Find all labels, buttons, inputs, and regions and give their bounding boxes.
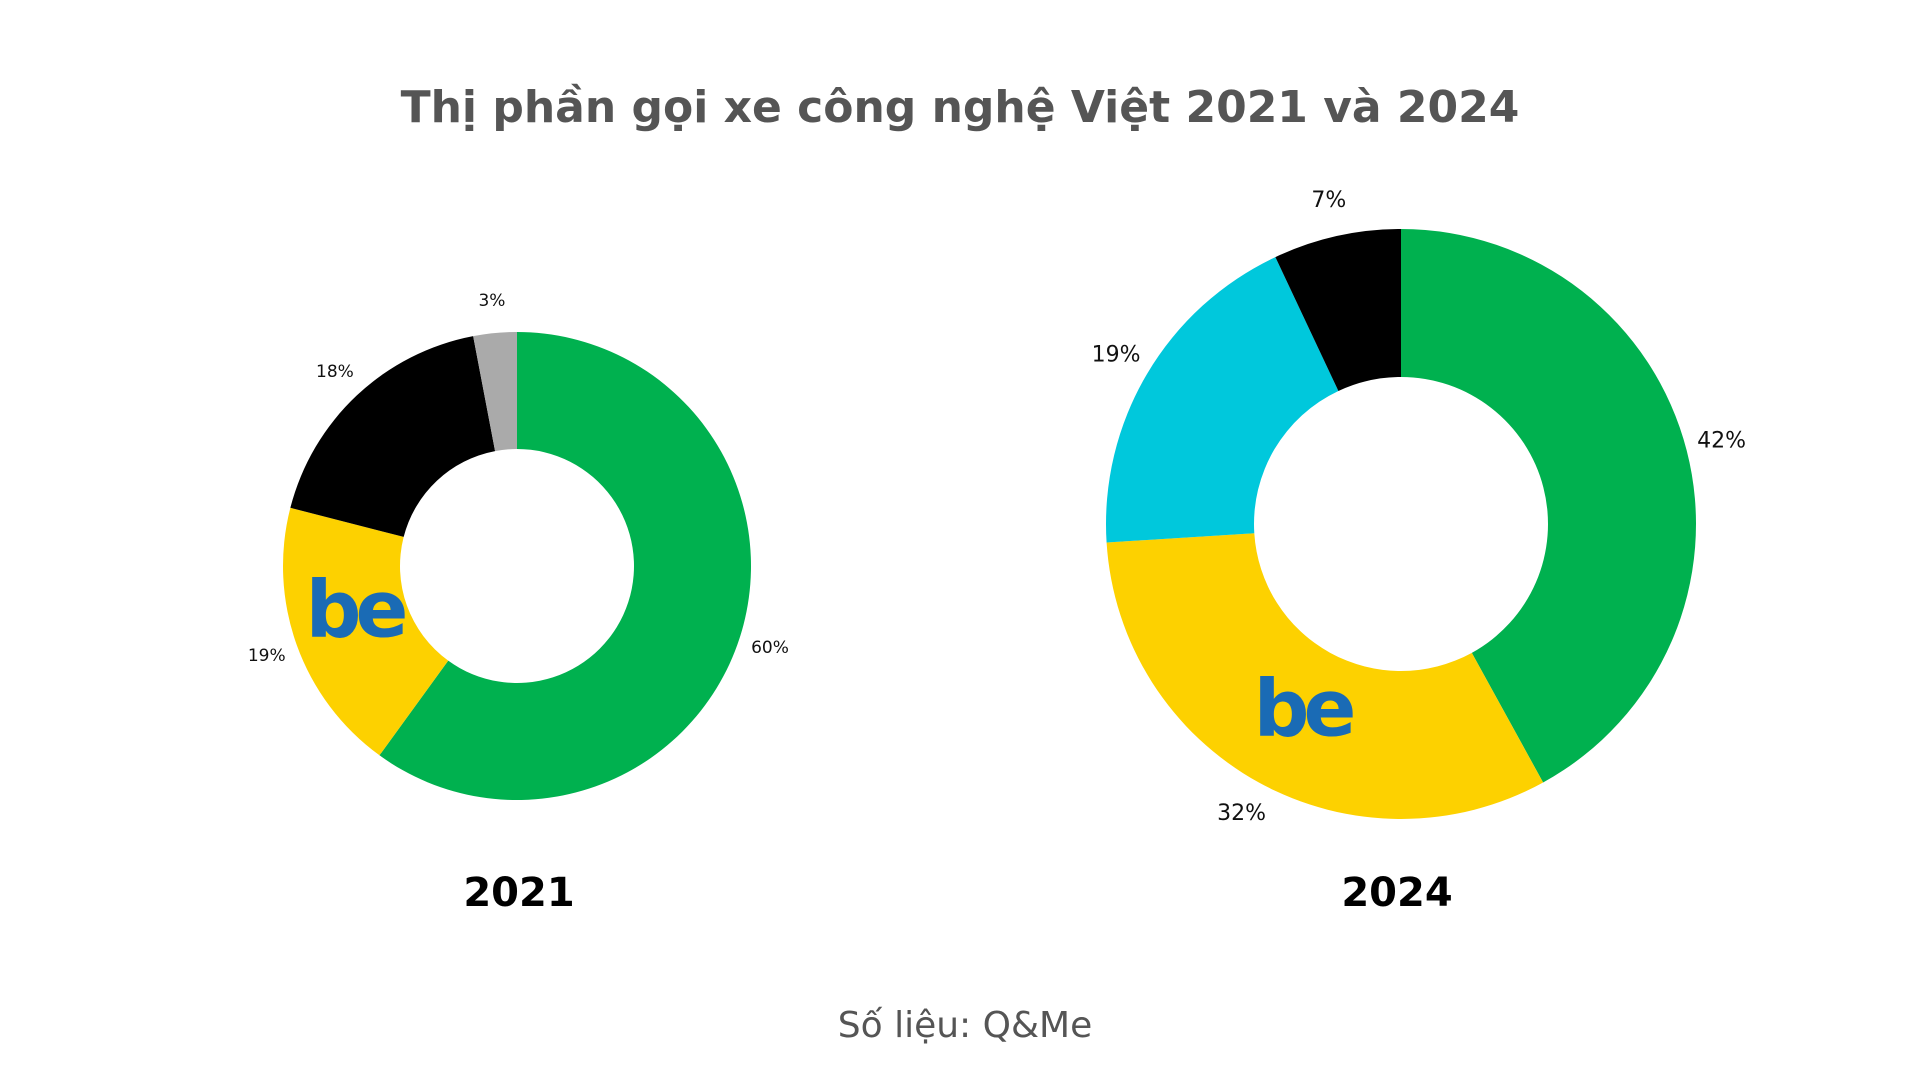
data-label-2024-1: 32%: [1217, 801, 1266, 826]
source-note: Số liệu: Q&Me: [837, 1005, 1093, 1046]
data-label-2024-3: 7%: [1311, 188, 1346, 213]
donut-2024-slice-42%: [1401, 229, 1696, 783]
donut-2021-slice-19%: [282, 507, 449, 756]
donut-2024-slice-32%: [1106, 533, 1544, 819]
data-label-2021-2: 18%: [316, 362, 354, 382]
year-label-2021: 2021: [463, 870, 575, 916]
donut-2021-slice-18%: [290, 336, 496, 537]
data-label-2021-3: 3%: [478, 291, 505, 311]
data-label-2024-0: 42%: [1697, 429, 1746, 454]
be-logo-icon: be: [1254, 664, 1354, 754]
chart-title: Thị phần gọi xe công nghệ Việt 2021 và 2…: [400, 82, 1520, 133]
donut-2021-slice-60%: [379, 332, 751, 800]
data-label-2021-1: 19%: [248, 646, 286, 666]
year-label-2024: 2024: [1341, 870, 1453, 916]
donut-2024-slice-7%: [1275, 229, 1401, 391]
data-label-2021-0: 60%: [751, 638, 789, 658]
donut-2021-slice-3%: [473, 332, 517, 452]
be-logo-icon: be: [306, 565, 406, 655]
donut-2024-slice-19%: [1106, 257, 1339, 543]
data-label-2024-2: 19%: [1092, 343, 1141, 368]
